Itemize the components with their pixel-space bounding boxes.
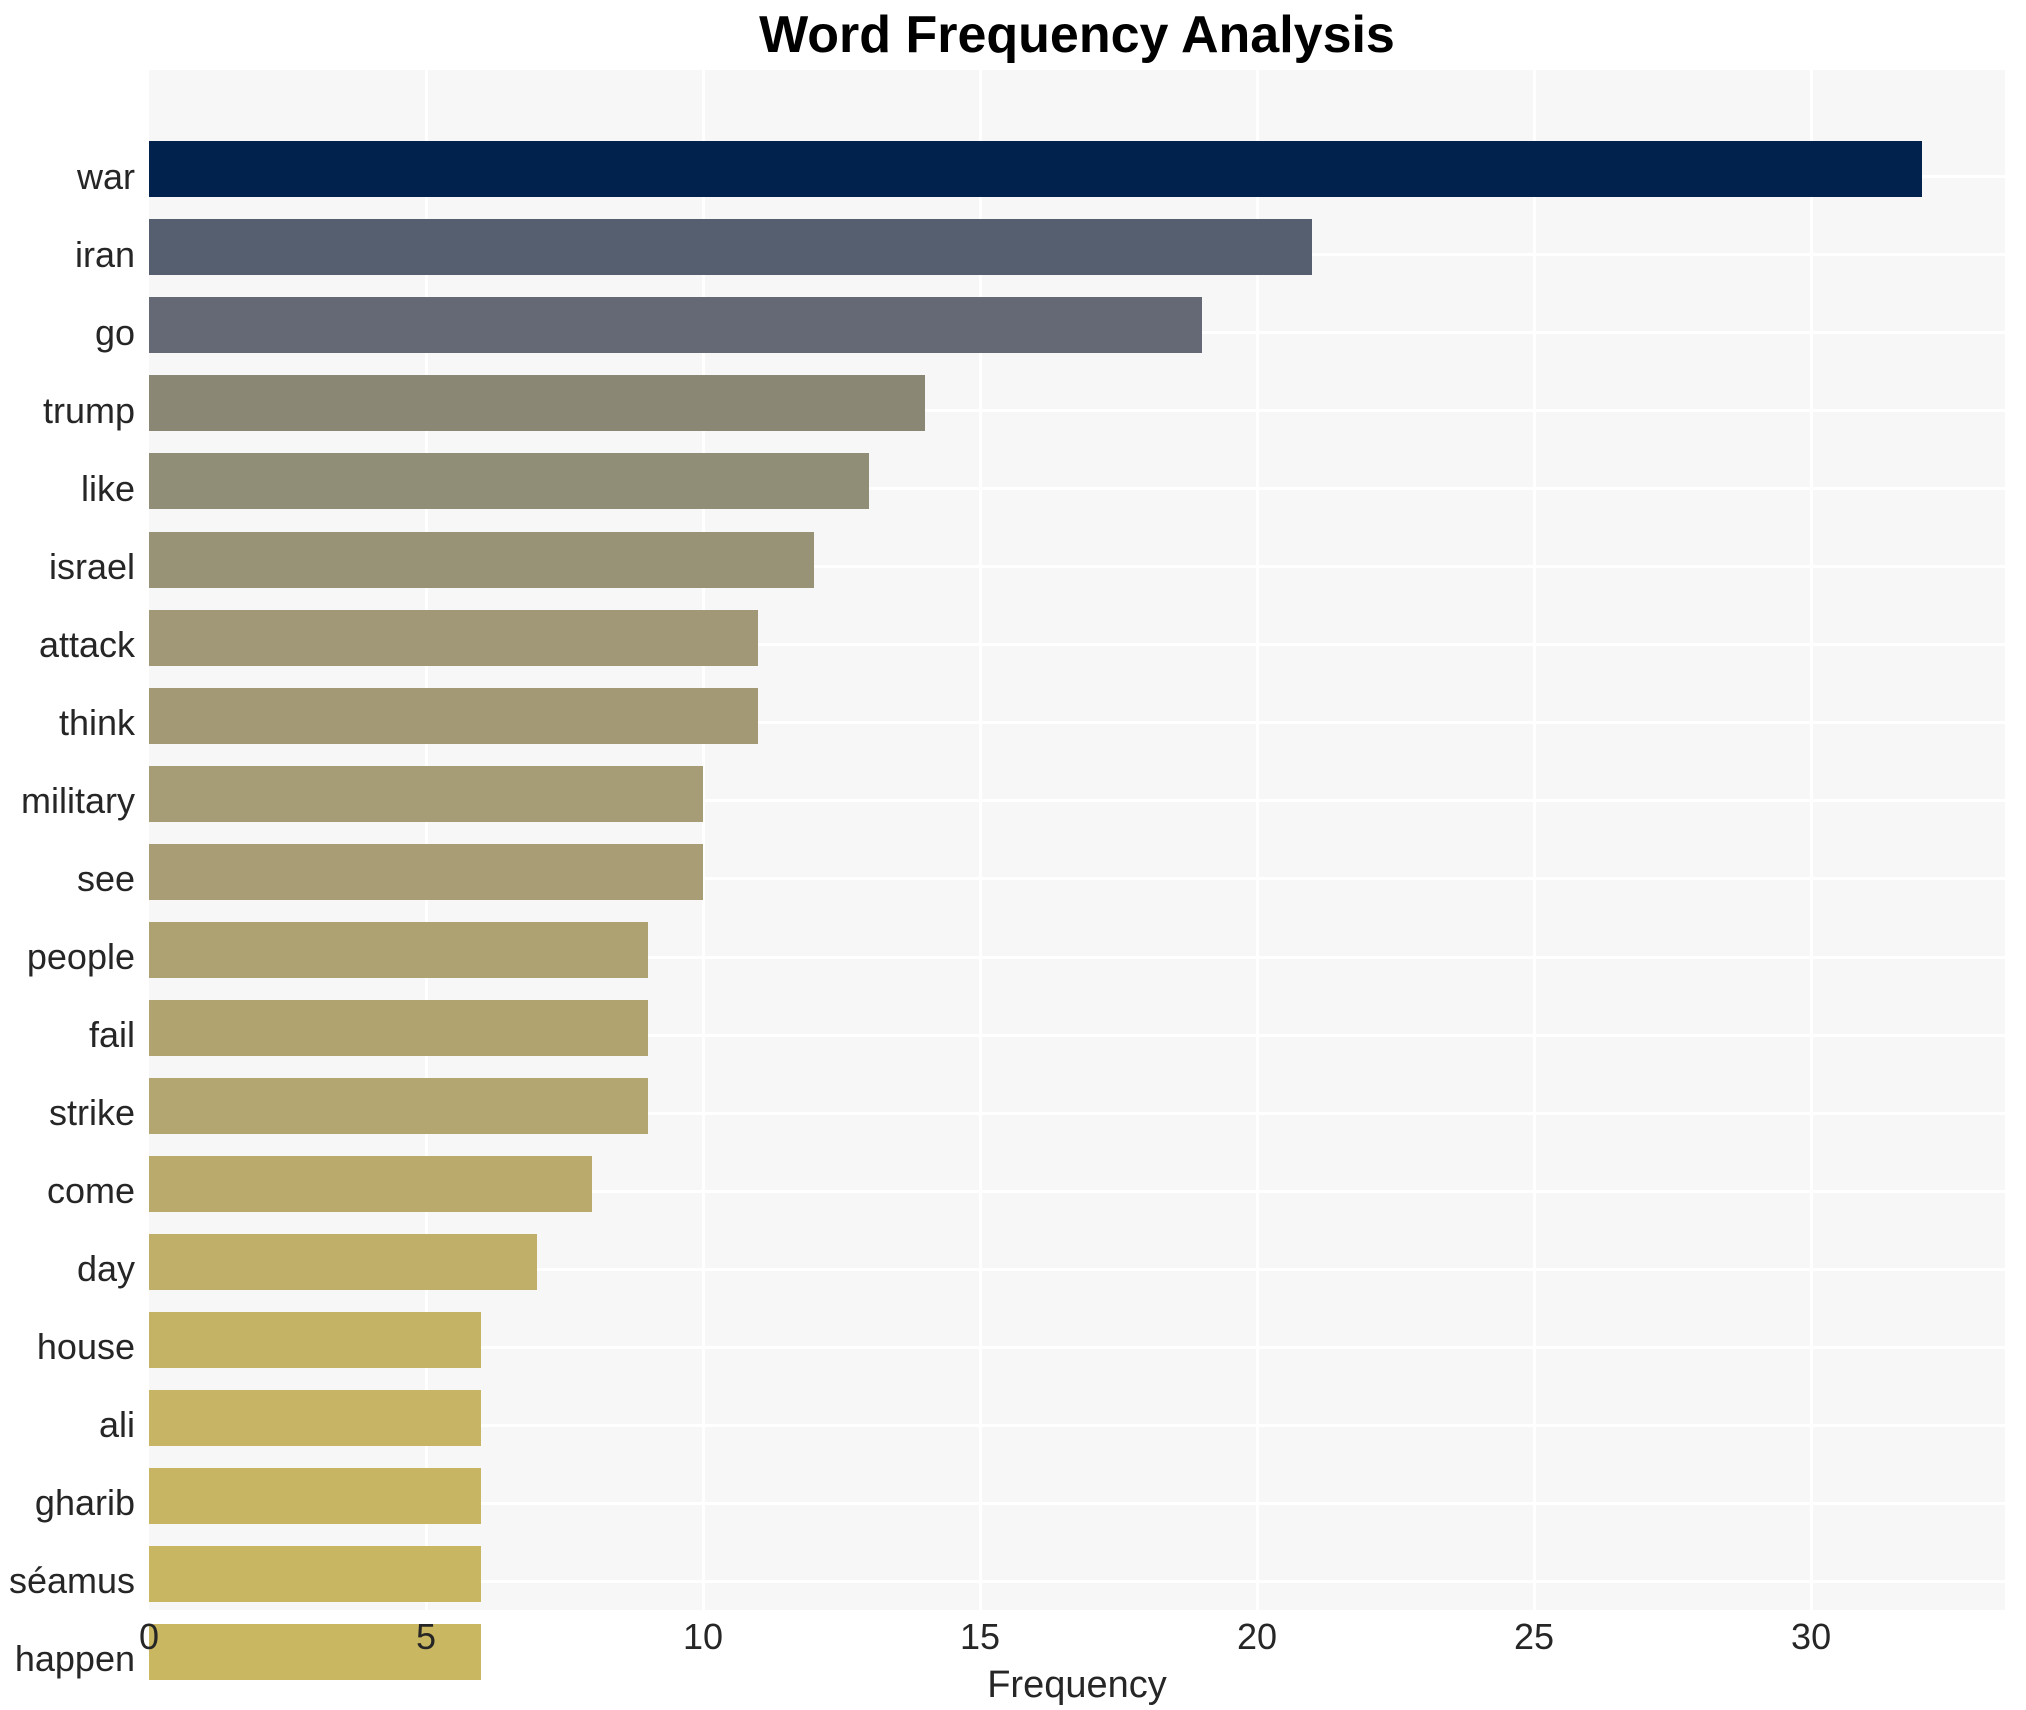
bar-go [149,297,1202,354]
bar-row-like: like [81,453,2005,524]
gridline-y-like [149,487,2005,491]
category-label-military: military [21,779,135,821]
category-label-think: think [58,701,135,743]
category-label-people: people [26,936,135,977]
x-axis-label: Frequency [987,1664,1167,1706]
bar-row-strike: strike [49,1077,2005,1149]
category-label-iran: iran [74,233,135,275]
category-label-go: go [94,311,135,353]
x-axis: 0 5 10 15 20 25 30 [139,1610,2005,1664]
bar-row-war: war [77,141,2005,212]
bar-come [149,1155,593,1212]
gridline-y-séamus [149,1579,2005,1583]
category-label-happen: happen [14,1638,135,1680]
gridline-y-people [149,955,2005,959]
category-label-come: come [46,1170,135,1212]
bar-row-go: go [95,297,2005,368]
bar-rows: war iran go trump like israel attack think milit… [9,134,2005,1695]
gridline-x-5 [424,70,428,1610]
bar-row-trump: trump [43,375,2005,446]
gridline-y-trump [149,409,2005,413]
category-label-gharib: gharib [34,1482,135,1524]
bar-people [149,921,648,978]
bar-house [149,1311,482,1368]
gridline-y-strike [149,1111,2005,1115]
gridline-y-see [149,877,2005,881]
bar-row-day: day [77,1233,2005,1305]
bar-row-séamus: séamus [9,1545,2005,1617]
bar-séamus [149,1545,482,1602]
category-label-israel: israel [48,545,135,587]
category-label-trump: trump [42,389,135,431]
x-tick-5: 5 [415,1616,437,1657]
x-tick-10: 10 [682,1616,724,1657]
bar-iran [149,219,1313,276]
category-label-séamus: séamus [8,1560,135,1602]
category-label-fail: fail [88,1014,135,1056]
bar-row-house: house [37,1311,2005,1383]
x-tick-15: 15 [960,1616,1001,1657]
x-tick-25: 25 [1514,1616,1555,1657]
category-label-see: see [76,857,135,899]
gridline-y-fail [149,1033,2005,1037]
gridline-y-gharib [149,1501,2005,1505]
bar-row-gharib: gharib [35,1467,2005,1539]
x-tick-30: 30 [1791,1616,1832,1657]
bar-row-come: come [47,1155,2005,1227]
bar-day [149,1233,537,1290]
category-label-ali: ali [98,1404,135,1446]
bar-military [149,765,704,822]
chart-title: Word Frequency Analysis [759,6,1395,64]
gridline-x-10 [701,70,705,1610]
gridline-y-happen [149,1657,2005,1661]
category-label-war: war [76,155,135,197]
gridline-y-come [149,1189,2005,1193]
bar-strike [149,1077,648,1134]
bar-row-iran: iran [75,219,2005,290]
bar-row-attack: attack [39,609,2005,681]
gridline-y-attack [149,643,2005,647]
bar-see [149,843,704,900]
bar-fail [149,999,648,1056]
bar-like [149,453,870,510]
category-label-house: house [36,1326,135,1368]
bar-attack [149,609,759,666]
plot-area: war iran go trump like israel attack think milit… [9,70,2005,1680]
bar-row-ali: ali [99,1389,2005,1461]
gridline-y-ali [149,1423,2005,1427]
bar-row-people: people [27,921,2005,993]
bar-trump [149,375,925,432]
bar-gharib [149,1467,482,1524]
category-label-day: day [76,1248,135,1290]
bar-happen [149,1623,482,1680]
bar-think [149,687,759,744]
gridline-y-israel [149,565,2005,569]
gridline-y-military [149,799,2005,803]
gridline-y-house [149,1345,2005,1349]
bar-war [149,141,1922,198]
bar-row-military: military [21,765,2005,837]
category-label-like: like [80,467,135,509]
category-label-attack: attack [38,623,135,665]
gridline-y-day [149,1267,2005,1271]
x-tick-0: 0 [138,1616,160,1657]
gridline-x-30 [1809,70,1813,1610]
bar-row-think: think [59,687,2005,759]
bar-row-israel: israel [49,531,2005,603]
gridline-y-think [149,721,2005,725]
gridline-x-20 [1255,70,1259,1610]
bar-ali [149,1389,482,1446]
bar-row-see: see [77,843,2005,915]
bar-israel [149,531,814,588]
bar-row-happen: happen [15,1623,2005,1695]
x-tick-20: 20 [1237,1616,1278,1657]
gridline-x-15 [978,70,982,1610]
bar-row-fail: fail [89,999,2005,1071]
chart-title-row: Word Frequency Analysis [149,0,2005,70]
x-axis-label-row: Frequency [149,1664,2005,1710]
gridline-x-25 [1532,70,1536,1610]
category-label-strike: strike [48,1092,135,1134]
